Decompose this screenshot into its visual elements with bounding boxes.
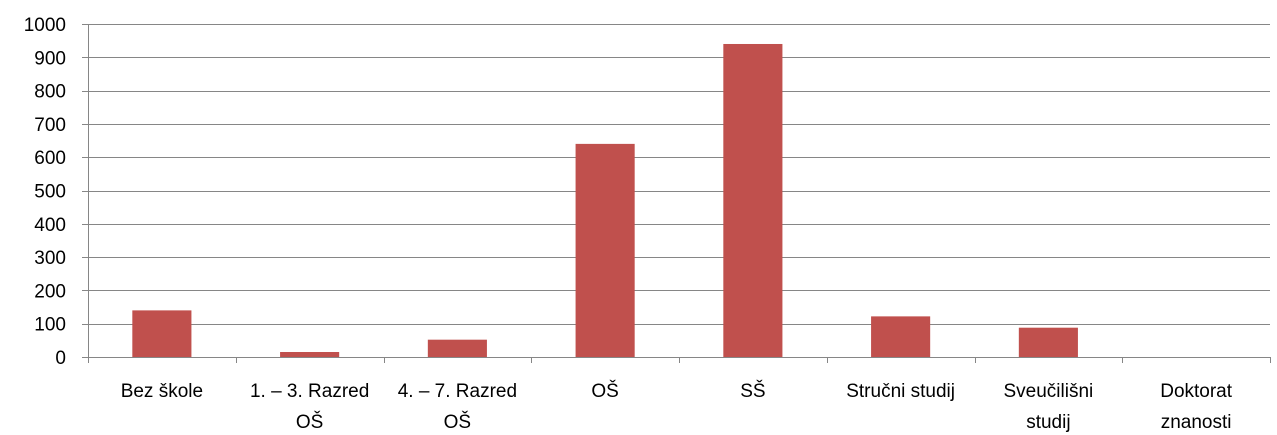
y-tick-label: 1000 [24,15,66,36]
x-axis-labels: Bez škole 1. – 3. Razred OŠ 4. – 7. Razred O… [121,380,1233,433]
x-category-label: Stručni studij [846,381,955,402]
y-tick-label: 900 [34,48,66,69]
y-tick-label: 300 [34,248,66,269]
x-category-label: Bez škole [121,381,203,402]
y-tick-label: 100 [34,315,66,336]
bar [280,352,340,357]
x-category-label: studij [1026,412,1070,433]
bar [723,43,783,357]
x-category-label: OŠ [296,411,323,433]
x-category-label: 1. – 3. Razred [250,381,369,402]
x-category-label: OŠ [591,380,618,402]
x-category-label: znanosti [1161,412,1232,433]
y-tick-label: 400 [34,215,66,236]
bar [427,339,487,357]
x-category-label: Sveučilišni [1003,381,1093,402]
x-category-label: Doktorat [1160,381,1233,402]
x-category-label: 4. – 7. Razred [398,381,517,402]
bar [132,310,192,357]
x-category-label: SŠ [740,380,765,402]
bars [132,43,1078,357]
y-axis-ticks: 0 100 200 300 400 500 600 700 800 900 1000 [24,15,88,369]
y-tick-label: 600 [34,148,66,169]
x-axis [88,24,1271,363]
y-tick-label: 200 [34,281,66,302]
x-category-label: OŠ [444,411,471,433]
y-tick-label: 500 [34,182,66,203]
y-tick-label: 0 [55,348,66,369]
y-tick-label: 800 [34,82,66,103]
bar [1018,327,1078,357]
gridlines [88,24,1270,325]
bar [871,316,931,357]
bar [575,143,635,357]
y-tick-label: 700 [34,115,66,136]
